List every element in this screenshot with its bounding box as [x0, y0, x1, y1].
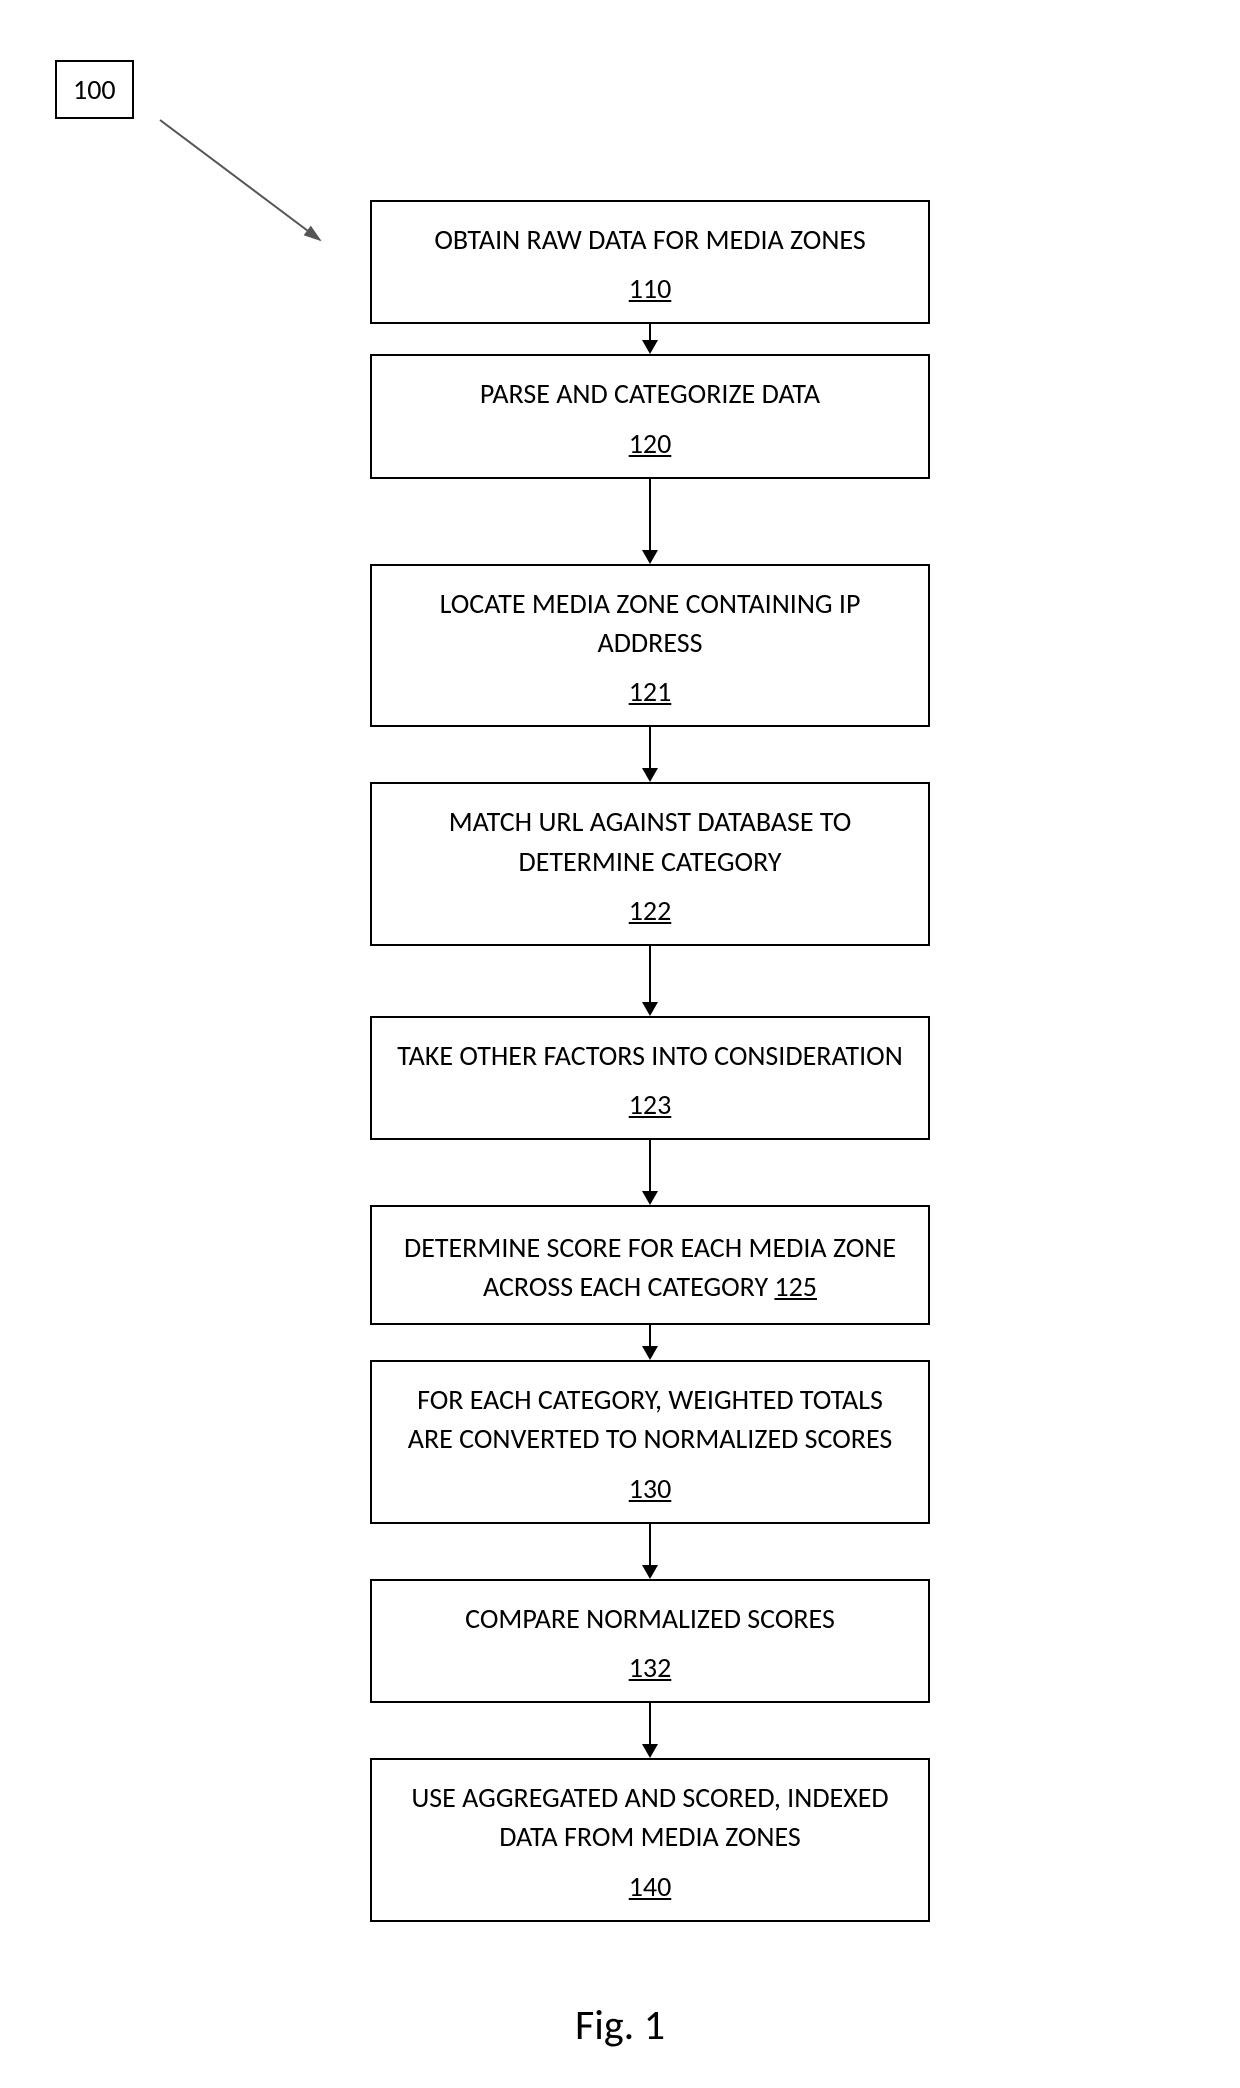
flow-node-110: OBTAIN RAW DATA FOR MEDIA ZONES 110	[370, 200, 930, 324]
node-label: PARSE AND CATEGORIZE DATA	[480, 374, 820, 413]
node-ref: 125	[774, 1269, 817, 1304]
arrow-head-icon	[642, 768, 658, 782]
connector-arrow	[642, 1524, 658, 1579]
node-label: MATCH URL AGAINST DATABASE TO DETERMINE …	[392, 802, 908, 880]
connector-arrow	[642, 946, 658, 1016]
node-label: TAKE OTHER FACTORS INTO CONSIDERATION	[397, 1036, 903, 1075]
node-ref: 121	[629, 672, 672, 711]
arrow-shaft	[649, 1325, 651, 1346]
arrow-head-icon	[642, 1744, 658, 1758]
reference-number-box: 100	[55, 60, 134, 119]
node-ref: 130	[629, 1469, 672, 1508]
connector-arrow	[642, 1703, 658, 1758]
pointer-arrow-line	[160, 120, 320, 240]
flow-node-140: USE AGGREGATED AND SCORED, INDEXED DATA …	[370, 1758, 930, 1922]
flow-node-125: DETERMINE SCORE FOR EACH MEDIA ZONE ACRO…	[370, 1205, 930, 1325]
arrow-head-icon	[642, 1002, 658, 1016]
arrow-shaft	[649, 1703, 651, 1744]
flow-node-132: COMPARE NORMALIZED SCORES 132	[370, 1579, 930, 1703]
arrow-head-icon	[642, 1191, 658, 1205]
connector-arrow	[642, 479, 658, 564]
flow-node-120: PARSE AND CATEGORIZE DATA 120	[370, 354, 930, 478]
connector-arrow	[642, 1140, 658, 1205]
node-ref: 120	[629, 424, 672, 463]
node-ref: 122	[629, 891, 672, 930]
arrow-head-icon	[642, 1346, 658, 1360]
connector-arrow	[642, 1325, 658, 1360]
node-label: OBTAIN RAW DATA FOR MEDIA ZONES	[434, 220, 865, 259]
flowchart: OBTAIN RAW DATA FOR MEDIA ZONES 110 PARSE …	[370, 200, 930, 1922]
connector-arrow	[642, 727, 658, 782]
arrow-shaft	[649, 727, 651, 768]
flow-node-130: FOR EACH CATEGORY, WEIGHTED TOTALS ARE C…	[370, 1360, 930, 1524]
arrow-head-icon	[642, 550, 658, 564]
node-label: USE AGGREGATED AND SCORED, INDEXED DATA …	[392, 1778, 908, 1856]
node-label: DETERMINE SCORE FOR EACH MEDIA ZONE ACRO…	[392, 1228, 908, 1306]
flow-node-122: MATCH URL AGAINST DATABASE TO DETERMINE …	[370, 782, 930, 946]
arrow-shaft	[649, 1140, 651, 1191]
node-ref: 140	[629, 1867, 672, 1906]
arrow-head-icon	[642, 340, 658, 354]
arrow-shaft	[649, 479, 651, 550]
node-label: COMPARE NORMALIZED SCORES	[465, 1599, 835, 1638]
flow-node-123: TAKE OTHER FACTORS INTO CONSIDERATION 123	[370, 1016, 930, 1140]
flow-node-121: LOCATE MEDIA ZONE CONTAINING IP ADDRESS 1…	[370, 564, 930, 728]
arrow-shaft	[649, 1524, 651, 1565]
connector-arrow	[642, 324, 658, 354]
node-ref: 132	[629, 1648, 672, 1687]
node-ref: 123	[629, 1085, 672, 1124]
arrow-shaft	[649, 324, 651, 340]
arrow-shaft	[649, 946, 651, 1002]
node-label: LOCATE MEDIA ZONE CONTAINING IP ADDRESS	[392, 584, 908, 662]
figure-caption: Fig. 1	[0, 2000, 1240, 2051]
arrow-head-icon	[642, 1565, 658, 1579]
node-ref: 110	[629, 269, 672, 308]
node-label: FOR EACH CATEGORY, WEIGHTED TOTALS ARE C…	[392, 1380, 908, 1458]
